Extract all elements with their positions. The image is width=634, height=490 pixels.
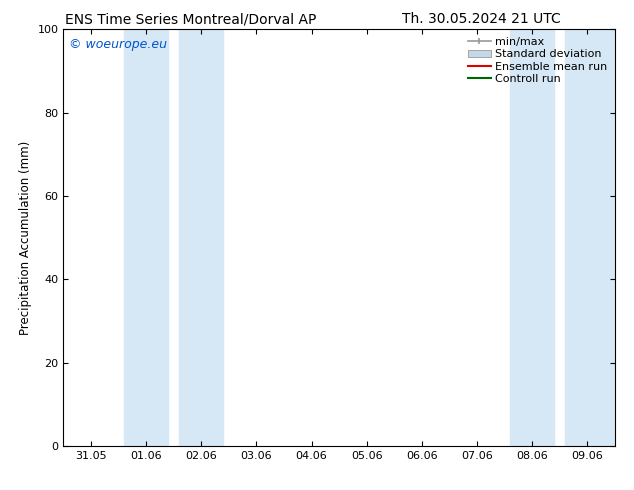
- Bar: [179, 29, 223, 446]
- Text: Th. 30.05.2024 21 UTC: Th. 30.05.2024 21 UTC: [403, 12, 561, 26]
- Text: © woeurope.eu: © woeurope.eu: [69, 38, 167, 51]
- Legend: min/max, Standard deviation, Ensemble mean run, Controll run: min/max, Standard deviation, Ensemble me…: [466, 35, 609, 86]
- Bar: [124, 29, 168, 446]
- Y-axis label: Precipitation Accumulation (mm): Precipitation Accumulation (mm): [19, 141, 32, 335]
- Text: ENS Time Series Montreal/Dorval AP: ENS Time Series Montreal/Dorval AP: [65, 12, 316, 26]
- Bar: [510, 29, 554, 446]
- Bar: [566, 29, 615, 446]
